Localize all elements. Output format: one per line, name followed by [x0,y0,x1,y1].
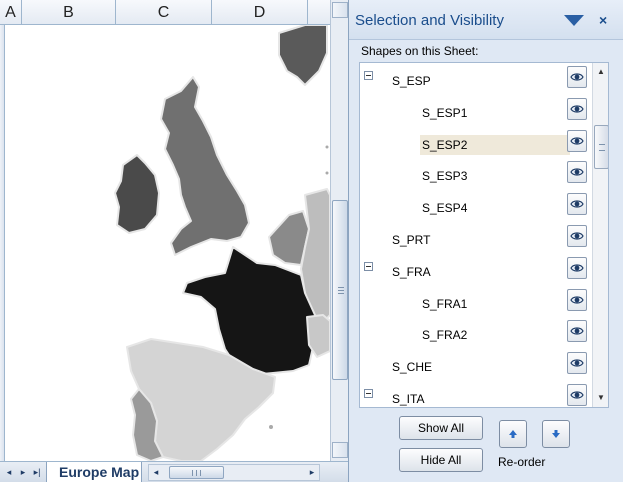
close-icon[interactable]: × [599,12,608,28]
grip-icon [338,287,344,294]
shapes-list-scroll-thumb[interactable] [594,125,608,169]
visibility-toggle-button[interactable] [567,193,587,216]
visibility-toggle-button[interactable] [567,320,587,343]
map-island-speck [325,145,329,149]
sheet-tab-bar: ◂ ▸ ▸| Europe Map ◂ ▸ [0,461,348,482]
eye-icon [570,359,584,367]
eye-icon [570,200,584,208]
column-header-c[interactable]: C [116,0,212,25]
eye-icon [570,295,584,304]
visibility-toggle-button[interactable] [567,288,587,311]
eye-icon [570,105,584,113]
shape-list-item-label: S_FRA2 [422,328,468,343]
visibility-toggle-button[interactable] [567,66,587,88]
sheet-vertical-scroll-thumb[interactable] [332,200,348,380]
list-scroll-up-icon[interactable]: ▲ [597,67,605,76]
scroll-down-button[interactable] [332,442,348,458]
tab-next-icon[interactable]: ▸ [20,467,26,477]
map-shape-britain[interactable] [160,76,250,256]
triangle-down-icon[interactable] [564,15,584,26]
shape-list-item[interactable]: S_ESP2 [360,127,590,159]
shape-list-item[interactable]: S_ESP1 [360,95,590,127]
shape-list-item-label: S_CHE [392,360,433,375]
hide-all-button[interactable]: Hide All [399,448,483,472]
pane-title-bar: Selection and Visibility × [349,0,623,40]
shape-list-item-label: S_ESP3 [422,169,468,184]
show-all-button[interactable]: Show All [399,416,483,440]
map-island-speck [269,425,273,429]
shapes-list-scrollbar[interactable]: ▲ ▼ [592,63,608,407]
grip-icon [599,144,605,151]
visibility-toggle-button[interactable] [567,384,587,406]
map-shape-switzerland[interactable] [306,314,330,358]
visibility-toggle-button[interactable] [567,161,587,184]
shape-list-item[interactable]: S_FRA [360,254,590,286]
spreadsheet-area: A B C D [0,0,348,482]
move-up-button[interactable] [499,420,527,448]
eye-icon [570,232,584,240]
column-header-b[interactable]: B [22,0,116,25]
shape-list-item-label: S_ITA [392,392,425,406]
arrow-down-icon [552,430,560,438]
shape-list-item[interactable]: S_ESP [360,63,590,95]
eye-icon [570,391,584,399]
collapse-toggle-icon[interactable] [364,71,373,80]
shapes-on-sheet-label: Shapes on this Sheet: [361,44,479,58]
shape-list-item-label: S_FRA1 [422,296,468,311]
shape-list-item[interactable]: S_FRA1 [360,286,590,318]
shape-list-item[interactable]: S_FRA2 [360,317,590,349]
eye-icon [570,136,584,145]
shape-list-item[interactable]: S_ESP3 [360,158,590,190]
map-shape-norway[interactable] [278,25,328,86]
shape-list-item-label: S_ESP [392,74,431,88]
shape-list-item[interactable]: S_PRT [360,222,590,254]
map-shape-ireland[interactable] [114,154,160,234]
visibility-toggle-button[interactable] [567,129,587,152]
pane-title: Selection and Visibility [355,12,504,29]
arrow-up-icon [509,430,517,438]
shape-list-item-label: S_ESP4 [422,201,468,216]
shape-list-item-label: S_FRA [392,264,431,279]
selection-visibility-pane: Selection and Visibility × Shapes on thi… [348,0,623,482]
reorder-label: Re-order [498,455,546,469]
eye-icon [570,327,584,335]
shape-list-item[interactable]: S_ITA [360,381,590,407]
map-canvas [114,25,330,461]
visibility-toggle-button[interactable] [567,225,587,247]
column-headers: A B C D [0,0,330,25]
grip-icon [192,470,201,476]
collapse-toggle-icon[interactable] [364,261,373,271]
map-shape-portugal[interactable] [130,388,164,461]
column-header-d[interactable]: D [212,0,308,25]
shape-list-item-label: S_ESP1 [422,105,468,120]
collapse-toggle-icon[interactable] [364,389,373,398]
scroll-left-icon[interactable]: ◂ [153,467,159,477]
visibility-toggle-button[interactable] [567,97,587,120]
eye-icon [570,264,584,272]
sheet-horizontal-scroll-thumb[interactable] [169,466,224,479]
tab-last-icon[interactable]: ▸| [33,467,41,477]
row-headers [0,25,5,461]
scroll-up-button[interactable] [332,2,348,18]
europe-map [5,25,330,461]
list-scroll-down-icon[interactable]: ▼ [597,393,605,402]
shape-list-item[interactable]: S_ESP4 [360,190,590,222]
visibility-toggle-button[interactable] [567,352,587,375]
map-island-speck [325,171,329,175]
shapes-list[interactable]: S_ESP S_ESP1 S_ESP2 S_ESP3 S_ESP4 S_PRT S_FRA S… [359,62,609,408]
column-header-a[interactable]: A [0,0,22,25]
sheet-horizontal-scrollbar[interactable]: ◂ ▸ [148,464,320,481]
shape-list-item-label: S_PRT [392,233,431,247]
sheet-vertical-scrollbar[interactable] [330,0,348,461]
sheet-tab-europe-map[interactable]: Europe Map [46,462,142,482]
scroll-right-icon[interactable]: ▸ [309,467,315,477]
tab-prev-icon[interactable]: ◂ [6,467,12,477]
visibility-toggle-button[interactable] [567,256,587,279]
eye-icon [570,73,584,81]
shape-list-item-label: S_ESP2 [420,134,570,155]
eye-icon [570,168,584,176]
move-down-button[interactable] [542,420,570,448]
shape-list-item[interactable]: S_CHE [360,349,590,381]
